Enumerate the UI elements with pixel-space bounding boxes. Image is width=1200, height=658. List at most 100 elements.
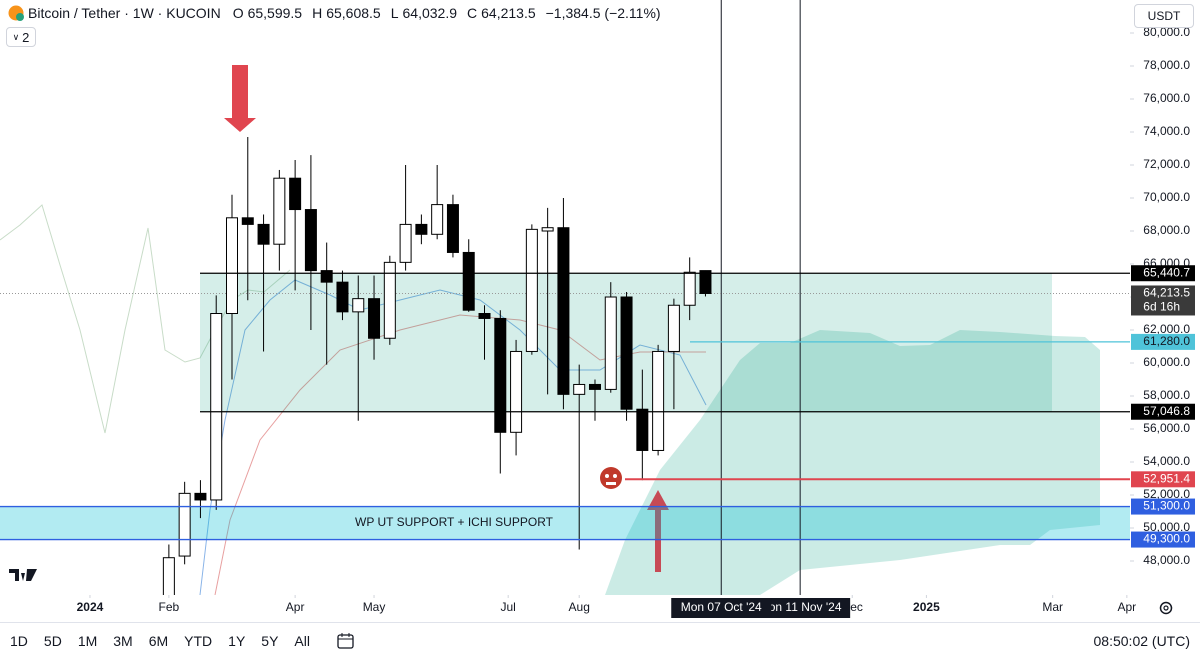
x-tick-label: Apr bbox=[1117, 600, 1136, 614]
countdown-label: 6d 16h bbox=[1143, 300, 1180, 314]
ohlc-value: 64,213.5 bbox=[481, 5, 536, 21]
range-button[interactable]: 5Y bbox=[261, 632, 279, 649]
range-button[interactable]: 1Y bbox=[228, 632, 246, 649]
axes: 48,000.0 50,000.0 52,000.0 54,000.0 56,000.0… bbox=[77, 25, 1195, 618]
range-button[interactable]: 1M bbox=[77, 632, 98, 649]
x-tick-label: Apr bbox=[286, 600, 305, 614]
candle-body bbox=[431, 204, 444, 235]
y-tick-label: 56,000.0 bbox=[1143, 421, 1190, 435]
y-tick-label: 78,000.0 bbox=[1143, 58, 1190, 72]
range-button[interactable]: 5D bbox=[43, 632, 62, 649]
last-price-label: 64,213.5 bbox=[1143, 286, 1190, 300]
range-button[interactable]: YTD bbox=[184, 632, 213, 649]
clock: 08:50:02 (UTC) bbox=[1093, 632, 1190, 649]
ohlc-key: O bbox=[232, 5, 244, 21]
candle-body bbox=[557, 227, 570, 395]
y-tick-label: 48,000.0 bbox=[1143, 553, 1190, 567]
candle-body bbox=[194, 492, 207, 501]
lagging-span bbox=[0, 204, 291, 434]
candle-body bbox=[478, 313, 491, 319]
indicators-toggle[interactable]: ∨ 2 bbox=[6, 27, 36, 47]
y-tick-label: 54,000.0 bbox=[1143, 454, 1190, 468]
currency: USDT bbox=[1147, 9, 1181, 23]
y-tick-label: 68,000.0 bbox=[1143, 223, 1190, 237]
candle-body bbox=[210, 313, 223, 501]
ohlc-value: 65,608.5 bbox=[326, 5, 381, 21]
candle-body bbox=[352, 298, 365, 313]
settings-icon[interactable] bbox=[1159, 601, 1173, 615]
y-tick-label: 76,000.0 bbox=[1143, 91, 1190, 105]
range-group: 1D 5D 1M 3M 6M YTD 1Y 5Y All bbox=[0, 633, 316, 649]
price-tag bbox=[1131, 498, 1195, 515]
candle-body bbox=[699, 270, 712, 294]
ohlc-value: 65,599.5 bbox=[247, 5, 303, 21]
demon-icon bbox=[600, 467, 622, 489]
marker-tag bbox=[750, 598, 851, 618]
y-tick-label: 72,000.0 bbox=[1143, 157, 1190, 171]
range-button[interactable]: 1D bbox=[10, 632, 28, 649]
marker-label: Mon 11 Nov '24 bbox=[759, 600, 842, 614]
candle-body bbox=[336, 281, 349, 313]
support-band bbox=[0, 506, 1130, 540]
y-tick-label: 60,000.0 bbox=[1143, 355, 1190, 369]
x-tick-label: 2024 bbox=[77, 600, 104, 614]
ohlc-value: 64,032.9 bbox=[402, 5, 458, 21]
ohlc-key: C bbox=[467, 5, 478, 21]
symbol[interactable]: Bitcoin / Tether · 1W · KUCOIN bbox=[28, 5, 221, 21]
ohlc-key: H bbox=[312, 5, 323, 21]
y-tick-label: 50,000.0 bbox=[1143, 520, 1190, 534]
ohlc-key: L bbox=[390, 5, 399, 21]
y-tick-label: 74,000.0 bbox=[1143, 124, 1190, 138]
plot: WP UT SUPPORT + ICHI SUPPORT bbox=[0, 0, 1130, 595]
tv-logo bbox=[9, 569, 37, 581]
ichimoku-cloud bbox=[605, 330, 1100, 595]
x-tick-label: Aug bbox=[569, 600, 590, 614]
y-tick-label: 70,000.0 bbox=[1143, 190, 1190, 204]
price-tag-label: 51,300.0 bbox=[1143, 499, 1190, 513]
candle-body bbox=[652, 350, 665, 451]
y-tick-label: 58,000.0 bbox=[1143, 388, 1190, 402]
candle-body bbox=[636, 408, 649, 451]
candle-body bbox=[667, 304, 680, 352]
candle-body bbox=[462, 251, 475, 311]
candle-body bbox=[541, 227, 554, 232]
candle-body bbox=[304, 209, 317, 272]
price-tag-label: 57,046.8 bbox=[1143, 404, 1190, 418]
symbol-logo bbox=[8, 5, 24, 21]
x-tick-label: 2025 bbox=[913, 600, 940, 614]
band-label: WP UT SUPPORT + ICHI SUPPORT bbox=[355, 515, 554, 529]
date-range-icon[interactable] bbox=[336, 631, 356, 651]
change: −1,384.5 (−2.11%) bbox=[545, 5, 661, 21]
candle-body bbox=[162, 557, 175, 595]
header: Bitcoin / Tether · 1W · KUCOIN O 65,599.5… bbox=[8, 5, 661, 21]
price-tag-label: 65,440.7 bbox=[1143, 265, 1190, 279]
candle-body bbox=[289, 177, 302, 211]
candle-body bbox=[273, 177, 286, 245]
price-tag bbox=[1131, 471, 1195, 488]
range-button[interactable]: 6M bbox=[148, 632, 169, 649]
range-button[interactable]: All bbox=[294, 632, 310, 649]
range-button[interactable]: 3M bbox=[113, 632, 133, 649]
x-tick-label: Feb bbox=[159, 600, 180, 614]
candle-body bbox=[510, 350, 523, 433]
price-tag bbox=[1131, 403, 1195, 420]
price-tag bbox=[1131, 531, 1195, 548]
candle-body bbox=[225, 217, 238, 315]
candle-body bbox=[588, 383, 601, 390]
currency-button[interactable]: USDT bbox=[1134, 4, 1194, 28]
candle-body bbox=[620, 296, 633, 410]
candle-body bbox=[320, 270, 333, 283]
candle-body bbox=[573, 383, 586, 395]
candle-body bbox=[525, 228, 538, 352]
y-tick-label: 62,000.0 bbox=[1143, 322, 1190, 336]
price-tag-label: 52,951.4 bbox=[1143, 471, 1190, 485]
y-tick-label: 52,000.0 bbox=[1143, 487, 1190, 501]
indicators-count: 2 bbox=[22, 29, 30, 45]
candle-body bbox=[257, 223, 270, 245]
candle-body bbox=[683, 271, 696, 306]
marker-tag bbox=[671, 598, 772, 618]
price-tag bbox=[1131, 333, 1195, 350]
chart: WP UT SUPPORT + ICHI SUPPORT 48,000.0 50,… bbox=[0, 0, 1195, 618]
y-tick-label: 80,000.0 bbox=[1143, 25, 1190, 39]
candle-body bbox=[494, 317, 507, 433]
